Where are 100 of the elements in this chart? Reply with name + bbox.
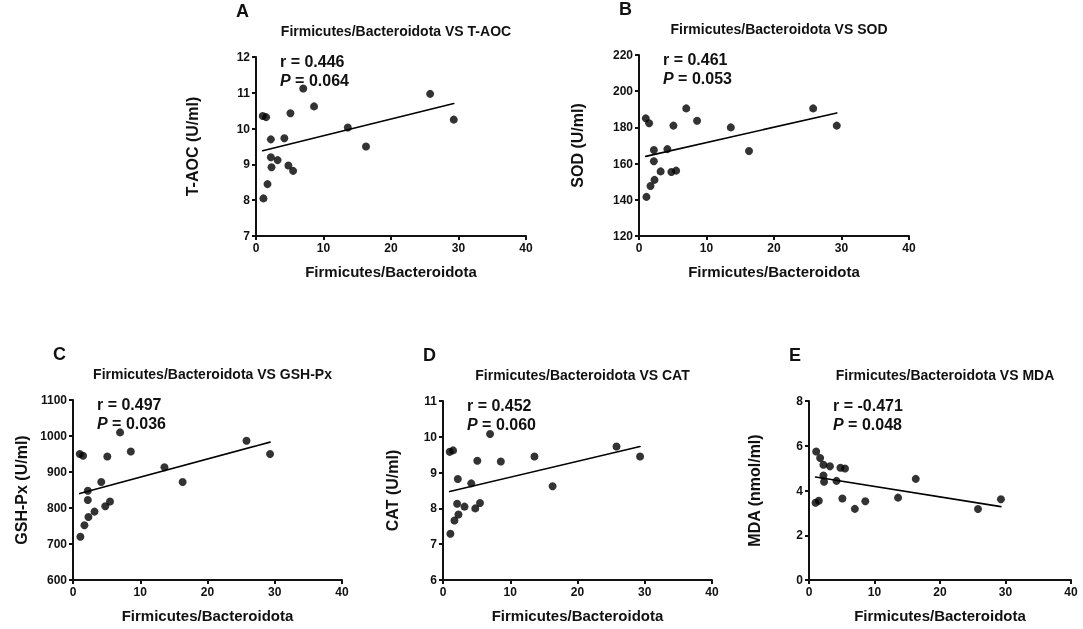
point [530, 452, 539, 461]
x-tick-label: 0 [439, 585, 447, 599]
point [476, 499, 484, 508]
chart-title: Firmicutes/Bacteroidota VS GSH-Px [93, 366, 333, 382]
point [90, 507, 99, 516]
point [460, 502, 469, 511]
point [263, 180, 272, 189]
y-tick-label: 11 [237, 85, 251, 100]
point [636, 452, 645, 461]
annotation: r = 0.497 [97, 395, 162, 413]
point [84, 513, 93, 521]
x-tick-label: 30 [998, 585, 1013, 599]
point [80, 521, 89, 530]
y-tick-label: 700 [46, 537, 68, 551]
point [649, 157, 658, 166]
x-tick-label: 20 [570, 585, 585, 599]
annotation: P = 0.048 [833, 415, 903, 433]
point [496, 457, 505, 466]
point [645, 119, 654, 128]
x-axis-title: Firmicutes/Bacteroidota [305, 263, 478, 280]
point [289, 166, 298, 175]
x-tick-label: 0 [805, 585, 813, 599]
point [103, 452, 112, 461]
text: C [53, 344, 66, 364]
x-axis-title: Firmicutes/Bacteroidota [491, 607, 665, 624]
y-tick-label: 6 [430, 573, 438, 587]
y-axis-title: GSH-Px (U/ml) [12, 435, 30, 545]
point [974, 505, 982, 514]
point [178, 478, 187, 487]
point [242, 436, 251, 445]
y-axis-title: SOD (U/ml) [568, 103, 586, 188]
point [646, 182, 655, 191]
point [471, 504, 480, 513]
point [649, 146, 658, 155]
x-tick-label: 30 [834, 241, 849, 255]
point [266, 450, 275, 458]
y-tick-label: 8 [243, 193, 251, 208]
x-tick-label: 40 [1064, 585, 1078, 599]
x-tick-label: 10 [699, 241, 714, 255]
point [726, 123, 735, 132]
y-tick-label: 12 [236, 50, 251, 64]
point [97, 478, 106, 487]
point [259, 194, 268, 203]
point [693, 116, 702, 125]
annotation: P = 0.060 [467, 415, 537, 433]
point [682, 104, 691, 113]
point [819, 460, 828, 469]
y-tick-label: 6 [796, 438, 804, 453]
annotation: P = 0.064 [280, 71, 350, 89]
point [449, 446, 458, 455]
x-tick-label: 10 [316, 241, 331, 255]
point [362, 142, 371, 151]
point [262, 113, 271, 122]
annotation: r = 0.446 [280, 52, 345, 70]
point [267, 163, 276, 172]
x-tick-label: 10 [133, 585, 148, 599]
y-tick-label: 120 [612, 229, 634, 243]
point [284, 161, 293, 170]
y-tick-label: 0 [796, 573, 804, 587]
point [426, 89, 435, 98]
point [299, 84, 308, 93]
point [850, 504, 859, 513]
y-tick-label: 10 [423, 429, 438, 444]
point [809, 104, 818, 113]
y-tick-label: 200 [612, 84, 634, 99]
text: B [619, 0, 632, 19]
y-tick-label: 4 [796, 483, 804, 498]
point [106, 497, 114, 506]
point [454, 510, 463, 519]
y-axis-title: MDA (nmol/ml) [745, 434, 763, 547]
point [83, 496, 92, 505]
point [286, 109, 295, 118]
y-tick-label: 900 [46, 465, 68, 479]
point [473, 456, 482, 465]
text: E [789, 345, 802, 365]
y-tick-label: 8 [796, 394, 804, 408]
annotation: P = 0.036 [97, 414, 167, 432]
x-tick-label: 20 [933, 585, 947, 599]
point [861, 497, 870, 506]
point [453, 475, 462, 484]
point [838, 494, 847, 503]
y-tick-label: 8 [430, 501, 438, 516]
point [911, 474, 920, 483]
y-tick-label: 11 [424, 394, 438, 408]
point [812, 447, 821, 456]
x-tick-label: 40 [902, 241, 916, 255]
annotation: r = 0.461 [663, 50, 728, 68]
point [453, 499, 462, 508]
text: D [423, 345, 436, 365]
x-tick-label: 0 [252, 241, 260, 255]
point [126, 447, 135, 456]
y-tick-label: 180 [612, 120, 634, 135]
y-tick-label: 140 [612, 192, 634, 207]
y-tick-label: 7 [243, 229, 251, 243]
y-axis-title: T-AOC (U/ml) [183, 96, 201, 197]
point [825, 462, 834, 471]
point [280, 134, 289, 143]
point [486, 429, 495, 438]
chart-title: Firmicutes/Bacteroidota VS CAT [475, 367, 691, 383]
point [894, 493, 903, 502]
